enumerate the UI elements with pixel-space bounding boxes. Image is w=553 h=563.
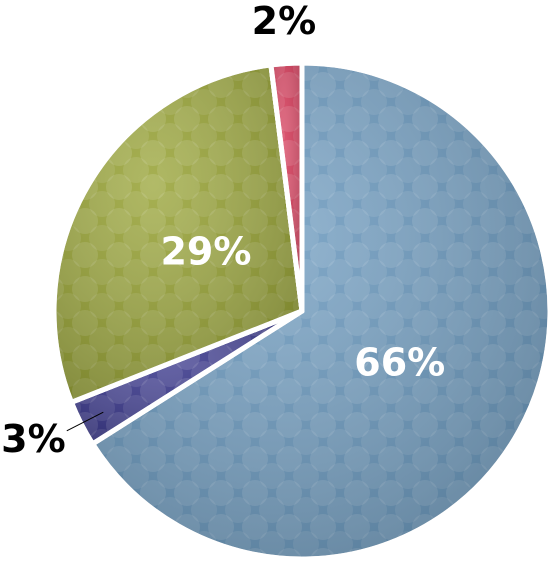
slice-shade <box>51 62 305 405</box>
data-label: 29% <box>160 230 251 274</box>
slice-shade <box>268 60 305 314</box>
leader-line <box>66 411 104 432</box>
labels: 66% 3% 29% 2% <box>1 0 445 461</box>
slices <box>51 60 553 562</box>
data-label: 3% <box>1 417 66 461</box>
data-label: 2% <box>252 0 317 43</box>
data-label: 66% <box>354 340 445 384</box>
